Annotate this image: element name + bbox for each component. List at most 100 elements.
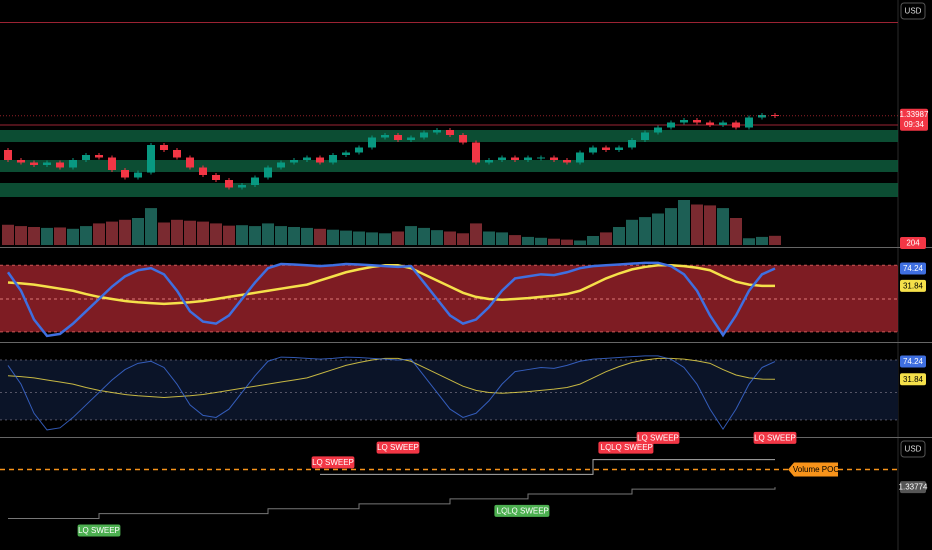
sweep-label-box: [376, 441, 420, 454]
last-volume: 204: [906, 239, 920, 248]
sweep-label: LQ SWEEP: [507, 507, 549, 516]
volume-bar: [418, 227, 430, 245]
candle: [264, 167, 272, 178]
lower-line: [8, 487, 776, 520]
last-price: 1.33987: [900, 110, 929, 119]
candle: [576, 152, 584, 163]
volume-bar: [431, 230, 443, 245]
volume-bar: [132, 218, 144, 245]
volume-bar: [470, 223, 482, 245]
series-value-box: [900, 279, 926, 292]
candle: [43, 162, 51, 165]
last-value: 1.33774: [899, 483, 928, 492]
candle: [290, 160, 298, 163]
sweep-label: LQ SWEEP: [312, 458, 354, 467]
last-price-box: [900, 108, 928, 131]
volume-bar: [769, 235, 781, 245]
candle: [186, 157, 194, 168]
volume-bar: [171, 219, 183, 245]
candle: [69, 160, 77, 168]
sweep-label-box: [506, 504, 550, 517]
volume-bar: [366, 232, 378, 245]
volume-bar: [665, 208, 677, 245]
candle: [225, 180, 233, 188]
volume-bar: [444, 231, 456, 245]
candle: [30, 162, 38, 165]
candle: [303, 157, 311, 160]
upper-line: [320, 459, 775, 475]
volume-bar: [509, 235, 521, 245]
currency-button[interactable]: [900, 440, 926, 458]
volume-bar: [483, 231, 495, 245]
volume-bar: [54, 227, 66, 245]
volume-bar: [392, 231, 404, 245]
candle: [732, 122, 740, 128]
series-value-box: [900, 355, 926, 368]
candle: [537, 157, 545, 159]
oscillator-line: [7, 355, 776, 431]
volume-bar: [574, 240, 586, 245]
sweep-label: LQ SWEEP: [637, 433, 679, 442]
volume-bar: [600, 232, 612, 245]
last-volume-box: [900, 237, 926, 249]
candle: [316, 157, 324, 163]
candle: [4, 150, 12, 160]
zone: [0, 130, 898, 142]
volume-bar: [15, 226, 27, 245]
candle: [342, 152, 350, 155]
volume-bar: [210, 223, 222, 245]
volume-bar: [730, 218, 742, 245]
volume-bar: [145, 208, 157, 245]
sweep-label-box: [311, 456, 355, 469]
volume-bar: [405, 226, 417, 245]
volume-bar: [691, 204, 703, 245]
volume-bar: [301, 227, 313, 245]
volume-bar: [236, 225, 248, 245]
volume-bar: [28, 227, 40, 245]
oscillator-line: [7, 357, 776, 398]
volume-bar: [678, 200, 690, 245]
candle: [368, 137, 376, 148]
sweep-label: LQ SWEEP: [611, 443, 653, 452]
candle: [329, 155, 337, 163]
currency: USD: [905, 445, 922, 454]
candle: [433, 130, 441, 133]
candle: [108, 157, 116, 170]
band: [0, 359, 898, 420]
volume-bar: [652, 213, 664, 245]
volume-bar: [639, 217, 651, 245]
candle: [524, 157, 532, 160]
series-value: 31.84: [903, 375, 924, 384]
candle: [121, 170, 129, 178]
volume-bar: [41, 227, 53, 245]
candle: [212, 175, 220, 180]
band: [0, 265, 898, 332]
candle: [420, 132, 428, 138]
candle: [485, 160, 493, 163]
volume-bar: [119, 219, 131, 245]
sweep-label-box: [610, 441, 654, 454]
candle: [589, 147, 597, 153]
candle: [511, 157, 519, 160]
volume-bar: [249, 226, 261, 245]
candle: [147, 145, 155, 173]
candle: [615, 147, 623, 150]
volume-bar: [548, 238, 560, 245]
candle: [251, 177, 259, 185]
volume-bar: [613, 227, 625, 245]
candle: [745, 117, 753, 128]
currency-button[interactable]: [900, 2, 926, 20]
volume-bar: [80, 226, 92, 245]
volume-bar: [93, 223, 105, 245]
volume-bar: [587, 236, 599, 245]
candle: [277, 162, 285, 168]
series-value: 74.24: [903, 357, 924, 366]
volume-bar: [2, 224, 14, 245]
volume-bar: [314, 228, 326, 245]
volume-bar: [626, 219, 638, 245]
candle: [628, 140, 636, 148]
sweep-label: LQ SWEEP: [78, 526, 120, 535]
poc-label: Volume POC: [793, 465, 839, 474]
